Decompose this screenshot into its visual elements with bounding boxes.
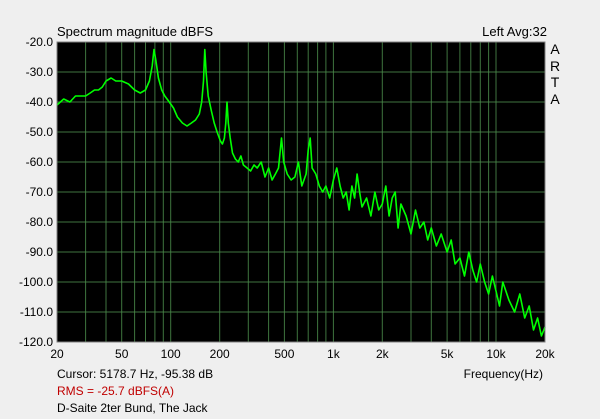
plot-border bbox=[56, 41, 546, 343]
brand-letter: R bbox=[549, 57, 561, 74]
y-tick-label: -70.0 bbox=[26, 185, 54, 199]
channel-average-label: Left Avg:32 bbox=[482, 24, 547, 39]
y-tick-label: -90.0 bbox=[26, 245, 54, 259]
y-tick-label: -110.0 bbox=[20, 305, 53, 319]
x-tick-label: 200 bbox=[210, 347, 230, 361]
brand-letter: A bbox=[550, 41, 560, 57]
x-tick-label: 20k bbox=[535, 347, 555, 361]
chart-title: Spectrum magnitude dBFS bbox=[57, 24, 214, 39]
y-tick-label: -80.0 bbox=[26, 215, 54, 229]
x-axis-label: Frequency(Hz) bbox=[463, 367, 543, 381]
y-tick-label: -50.0 bbox=[26, 125, 54, 139]
spectrum-series-line bbox=[56, 48, 546, 337]
x-tick-label: 5k bbox=[441, 347, 455, 361]
measurement-note: D-Saite 2ter Bund, The Jack bbox=[57, 401, 208, 415]
y-tick-label: -120.0 bbox=[19, 335, 53, 349]
x-tick-label: 10k bbox=[486, 347, 506, 361]
y-tick-label: -30.0 bbox=[26, 65, 54, 79]
x-tick-label: 20 bbox=[50, 347, 64, 361]
y-tick-label: -100.0 bbox=[19, 275, 53, 289]
y-tick-label: -60.0 bbox=[26, 155, 54, 169]
brand-letter: T bbox=[550, 74, 560, 90]
brand-letters: A R T A bbox=[548, 41, 562, 107]
cursor-readout: Cursor: 5178.7 Hz, -95.38 dB bbox=[57, 367, 214, 381]
y-tick-label: -40.0 bbox=[26, 95, 54, 109]
x-tick-label: 100 bbox=[161, 347, 181, 361]
x-tick-label: 2k bbox=[376, 347, 390, 361]
brand-letter: A bbox=[550, 90, 560, 107]
rms-readout: RMS = -25.7 dBFS(A) bbox=[57, 384, 175, 398]
y-tick-label: -20.0 bbox=[26, 35, 54, 49]
x-tick-label: 500 bbox=[274, 347, 294, 361]
x-tick-label: 1k bbox=[327, 347, 341, 361]
x-tick-label: 50 bbox=[115, 347, 129, 361]
